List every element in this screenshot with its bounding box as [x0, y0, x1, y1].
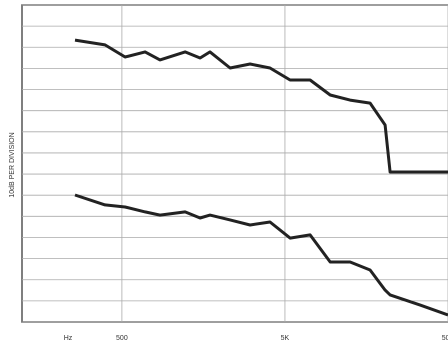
plot-frame	[21, 4, 448, 323]
x-tick-label: 500	[116, 335, 128, 342]
y-axis-label: 10dB PER DIVISION	[9, 132, 16, 197]
trace	[74, 193, 448, 317]
x-tick-label: 50K	[442, 335, 448, 342]
x-tick-label: 5K	[281, 335, 290, 342]
trace	[74, 38, 448, 174]
x-unit-label: Hz	[64, 335, 73, 342]
